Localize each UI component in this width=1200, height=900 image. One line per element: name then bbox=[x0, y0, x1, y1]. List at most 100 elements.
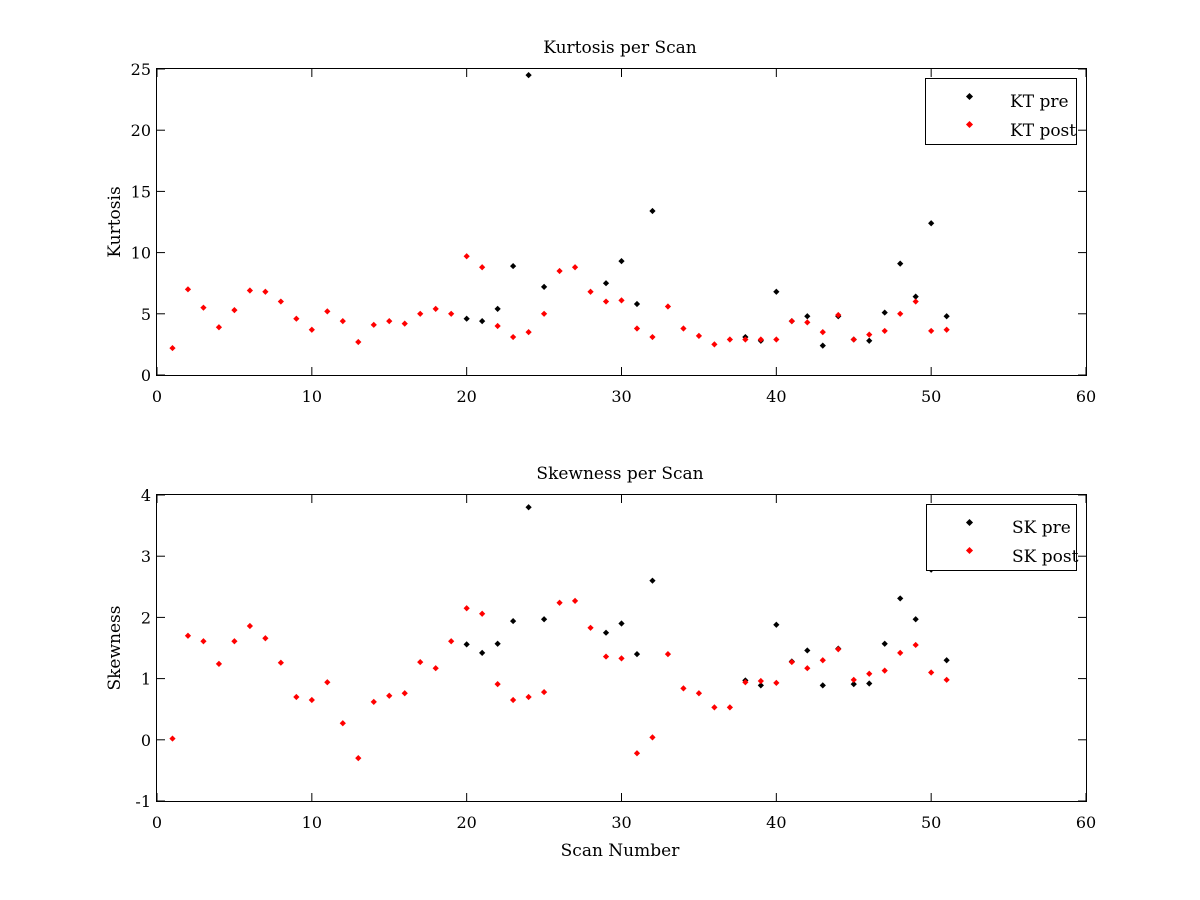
x-tick-label: 40 bbox=[766, 387, 786, 406]
point-kt-post bbox=[664, 303, 672, 310]
point-kt-post bbox=[401, 320, 408, 327]
point-sk-pre bbox=[525, 504, 532, 511]
x-tick-label: 20 bbox=[456, 387, 476, 406]
point-sk-post bbox=[308, 696, 315, 704]
point-sk-post bbox=[835, 646, 842, 653]
point-kt-post bbox=[324, 308, 331, 315]
point-sk-pre bbox=[540, 616, 548, 623]
legend-label-sk-post: SK post bbox=[1012, 547, 1079, 567]
legend-marker-sk-post bbox=[965, 546, 974, 555]
y-tick-label: 3 bbox=[141, 547, 151, 566]
point-sk-post bbox=[943, 676, 950, 683]
point-sk-post bbox=[649, 734, 656, 741]
x-tick-label: 10 bbox=[302, 813, 322, 832]
point-kt-post bbox=[355, 338, 362, 346]
point-sk-post bbox=[881, 667, 888, 674]
point-sk-post bbox=[571, 597, 579, 604]
point-kt-post bbox=[479, 264, 486, 271]
y-tick-label: 15 bbox=[131, 182, 151, 201]
point-sk-post bbox=[819, 657, 826, 664]
axis-ticks bbox=[156, 68, 1087, 376]
legend-label-kt-pre: KT pre bbox=[1010, 92, 1069, 112]
y-tick-label: 0 bbox=[141, 731, 151, 750]
point-kt-pre bbox=[943, 313, 950, 320]
x-tick-label: 50 bbox=[921, 813, 941, 832]
kurtosis-plot: Kurtosis per Scan Kurtosis 0 10 20 30 40 50 60… bbox=[105, 38, 1096, 406]
axis-ticks bbox=[156, 494, 1087, 802]
x-tick-label: 10 bbox=[302, 387, 322, 406]
point-sk-post bbox=[912, 641, 919, 649]
x-tick-label: 30 bbox=[611, 387, 631, 406]
point-sk-post bbox=[525, 693, 532, 701]
point-sk-post bbox=[680, 685, 687, 692]
x-tick-label: 60 bbox=[1076, 387, 1096, 406]
point-sk-pre bbox=[618, 620, 625, 627]
point-kt-pre bbox=[819, 342, 826, 349]
point-kt-post bbox=[231, 307, 238, 314]
legend-box bbox=[925, 78, 1077, 145]
x-tick-label: 60 bbox=[1076, 813, 1096, 832]
y-tick-label: 4 bbox=[141, 486, 151, 505]
x-axis-label: Scan Number bbox=[561, 841, 681, 861]
legend-marker-kt-post bbox=[965, 120, 974, 129]
point-sk-post bbox=[757, 677, 764, 685]
point-kt-pre bbox=[633, 300, 641, 308]
y-tick-label: 10 bbox=[131, 244, 151, 263]
chart-title: Skewness per Scan bbox=[536, 464, 703, 484]
skewness-plot: Skewness per Scan Skewness Scan Number 0… bbox=[105, 464, 1096, 861]
point-sk-post bbox=[587, 624, 594, 631]
point-sk-post bbox=[231, 638, 238, 645]
legend-label-sk-pre: SK pre bbox=[1012, 518, 1071, 538]
point-kt-post bbox=[540, 310, 548, 317]
point-kt-pre bbox=[525, 72, 532, 79]
point-sk-pre bbox=[881, 640, 888, 647]
point-sk-post bbox=[262, 635, 269, 642]
axis-tick-labels: 0 10 20 30 40 50 60 0 5 10 15 20 25 bbox=[131, 60, 1097, 406]
point-sk-post bbox=[602, 653, 610, 660]
y-tick-label: 20 bbox=[131, 121, 151, 140]
point-sk-post bbox=[417, 658, 424, 666]
point-sk-pre bbox=[757, 682, 764, 689]
point-kt-post bbox=[370, 321, 377, 328]
point-kt-post bbox=[556, 267, 563, 275]
point-kt-post bbox=[448, 310, 455, 317]
legend-marker-kt-pre bbox=[965, 92, 974, 101]
point-kt-pre bbox=[479, 318, 486, 325]
legend-marker-sk-pre bbox=[965, 518, 974, 527]
y-tick-label: 0 bbox=[141, 366, 151, 385]
point-sk-post bbox=[277, 659, 284, 666]
legend-box bbox=[926, 504, 1077, 571]
point-kt-post bbox=[262, 288, 269, 295]
point-kt-post bbox=[711, 341, 718, 348]
y-axis-label: Kurtosis bbox=[105, 186, 125, 257]
point-sk-pre bbox=[649, 577, 656, 584]
x-tick-label: 50 bbox=[921, 387, 941, 406]
point-sk-post bbox=[510, 696, 517, 704]
point-sk-post bbox=[773, 679, 780, 686]
point-sk-pre bbox=[510, 617, 517, 625]
point-sk-post bbox=[804, 665, 811, 672]
point-sk-post bbox=[866, 670, 873, 677]
point-kt-post bbox=[386, 318, 393, 325]
point-kt-post bbox=[308, 326, 315, 333]
point-sk-pre bbox=[850, 680, 857, 688]
point-sk-post bbox=[432, 665, 439, 672]
point-kt-post bbox=[432, 305, 439, 313]
point-sk-pre bbox=[897, 595, 904, 602]
point-sk-post bbox=[556, 599, 563, 606]
point-kt-pre bbox=[804, 313, 811, 320]
point-kt-pre bbox=[881, 309, 888, 316]
point-sk-post bbox=[897, 649, 904, 657]
y-tick-label: 1 bbox=[141, 670, 151, 689]
point-kt-pre bbox=[494, 305, 501, 313]
point-sk-pre bbox=[773, 621, 780, 628]
legend: KT pre KT post bbox=[925, 78, 1077, 145]
point-kt-post bbox=[835, 311, 842, 319]
point-kt-post bbox=[571, 264, 579, 271]
point-sk-pre bbox=[819, 682, 826, 689]
point-sk-post bbox=[788, 658, 795, 666]
x-tick-label: 0 bbox=[152, 387, 162, 406]
chart-title: Kurtosis per Scan bbox=[543, 38, 697, 58]
